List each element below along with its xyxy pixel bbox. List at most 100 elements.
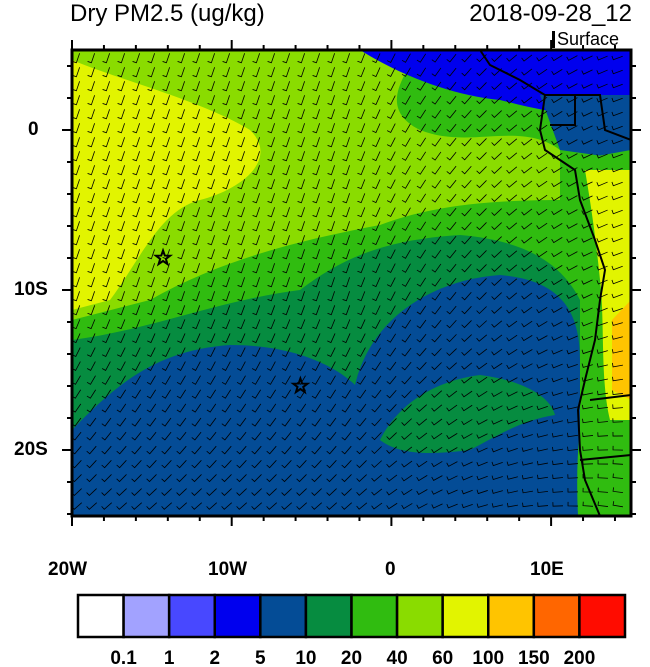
wind-barb — [147, 277, 155, 288]
wind-barb — [416, 249, 427, 259]
wind-barb — [282, 67, 290, 78]
wind-barb — [461, 179, 472, 189]
wind-barb — [327, 263, 335, 274]
wind-barb — [252, 319, 261, 330]
wind-barb — [416, 333, 427, 343]
wind-barb — [431, 81, 442, 91]
lon-label-0: 0 — [385, 559, 396, 580]
wind-barb — [372, 305, 381, 316]
wind-barb — [116, 460, 127, 469]
wind-barb — [416, 362, 427, 371]
wind-barb — [267, 347, 276, 358]
wind-barb — [491, 475, 503, 480]
wind-barb — [312, 179, 320, 190]
wind-barb — [281, 389, 292, 399]
plot-title: Dry PM2.5 (ug/kg) — [70, 0, 265, 27]
wind-barb — [72, 193, 80, 204]
wind-barb — [282, 277, 290, 288]
wind-barb — [252, 277, 260, 288]
wind-barb — [446, 320, 457, 329]
wind-barb — [596, 125, 608, 131]
wind-barb — [72, 263, 80, 274]
wind-barb — [416, 305, 427, 315]
wind-barb — [612, 390, 624, 396]
wind-barb — [476, 475, 488, 481]
wind-barb — [311, 389, 322, 399]
wind-barb — [132, 319, 141, 330]
wind-barb — [191, 431, 202, 441]
wind-barb — [476, 405, 488, 412]
wind-barb — [476, 68, 487, 77]
wind-barb — [342, 137, 350, 148]
wind-barb — [117, 81, 125, 92]
wind-barb — [386, 404, 397, 413]
wind-barb — [282, 123, 290, 134]
wind-barb — [191, 460, 202, 469]
wind-barb — [416, 165, 427, 175]
wind-barb — [416, 390, 427, 399]
wind-barb — [116, 417, 127, 427]
colorbar-swatch — [578, 593, 627, 639]
wind-barb — [131, 417, 142, 427]
wind-barb — [446, 390, 458, 398]
wind-barb — [341, 488, 352, 497]
wind-barb — [491, 278, 502, 286]
wind-barb — [506, 433, 518, 439]
wind-barb — [312, 319, 321, 330]
wind-barb — [521, 461, 533, 466]
wind-barb — [386, 460, 398, 468]
wind-barb — [476, 447, 488, 453]
wind-barb — [552, 502, 564, 507]
wind-barb — [597, 418, 609, 423]
wind-barb — [117, 319, 126, 330]
wind-barb — [177, 249, 185, 260]
wind-barb — [506, 152, 518, 160]
wind-barb — [251, 445, 262, 455]
wind-barb — [521, 475, 533, 480]
wind-barb — [117, 193, 125, 204]
wind-barb — [491, 264, 502, 272]
wind-barb — [192, 123, 200, 134]
wind-barb — [416, 432, 428, 440]
wind-barb — [326, 389, 337, 399]
wind-barb — [446, 461, 458, 467]
wind-barb — [551, 446, 563, 452]
wind-barb — [312, 347, 321, 358]
wind-barb — [566, 83, 578, 89]
wind-barb — [296, 403, 307, 413]
wind-barb — [146, 417, 157, 427]
wind-barb — [162, 67, 170, 78]
wind-barb — [147, 81, 155, 92]
wind-barb — [237, 151, 245, 162]
wind-barb — [147, 179, 155, 190]
wind-barb — [386, 305, 396, 315]
wind-barb — [536, 110, 548, 118]
wind-barb — [416, 503, 428, 509]
wind-barb — [476, 376, 488, 384]
wind-barb — [491, 405, 503, 411]
wind-barb — [416, 263, 427, 273]
wind-barb — [117, 221, 125, 232]
wind-barb — [342, 179, 350, 190]
wind-barb — [176, 417, 187, 427]
wind-barb — [446, 151, 457, 161]
wind-barb — [72, 67, 80, 78]
wind-barb — [506, 96, 518, 104]
wind-barb — [251, 431, 262, 441]
colorbar-label: 100 — [472, 648, 504, 667]
wind-barb — [326, 474, 337, 483]
wind-barb — [581, 265, 593, 271]
wind-barb — [341, 460, 352, 469]
wind-barb — [416, 95, 427, 105]
wind-barb — [431, 446, 443, 454]
wind-barb — [296, 460, 307, 469]
wind-barb — [117, 207, 125, 218]
wind-barb — [131, 389, 142, 399]
wind-barb — [551, 335, 563, 341]
wind-barb — [491, 124, 502, 132]
wind-barb — [416, 53, 427, 63]
wind-barb — [401, 305, 411, 315]
wind-barb — [147, 109, 155, 120]
wind-barb — [251, 403, 262, 413]
wind-barb — [506, 208, 518, 216]
